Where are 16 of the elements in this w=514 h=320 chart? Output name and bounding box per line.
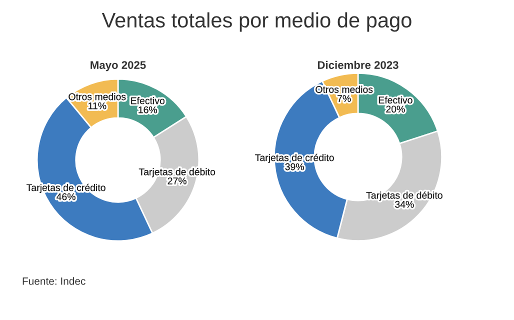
slice-label: Efectivo bbox=[131, 97, 165, 104]
data-label: 34% bbox=[395, 200, 414, 208]
data-label: 11% bbox=[88, 102, 106, 110]
slice-label: Tarjetas de débito bbox=[366, 191, 442, 201]
data-label: 16% bbox=[138, 106, 158, 114]
chart-title: Ventas totales por medio de pago bbox=[102, 12, 412, 32]
chart-subtitle: Diciembre 2023 bbox=[318, 60, 398, 69]
source-note: Fuente: Indec bbox=[22, 277, 86, 285]
slice-label: Tarjetas de débito bbox=[138, 168, 216, 178]
chart-subtitle: Mayo 2025 bbox=[90, 61, 146, 72]
data-label: 46% bbox=[56, 193, 76, 200]
slice-label: Efectivo bbox=[378, 96, 412, 104]
data-label: 20% bbox=[386, 106, 405, 113]
data-label: 7% bbox=[338, 95, 351, 102]
data-label: 39% bbox=[285, 163, 304, 170]
data-label: 27% bbox=[168, 177, 186, 184]
